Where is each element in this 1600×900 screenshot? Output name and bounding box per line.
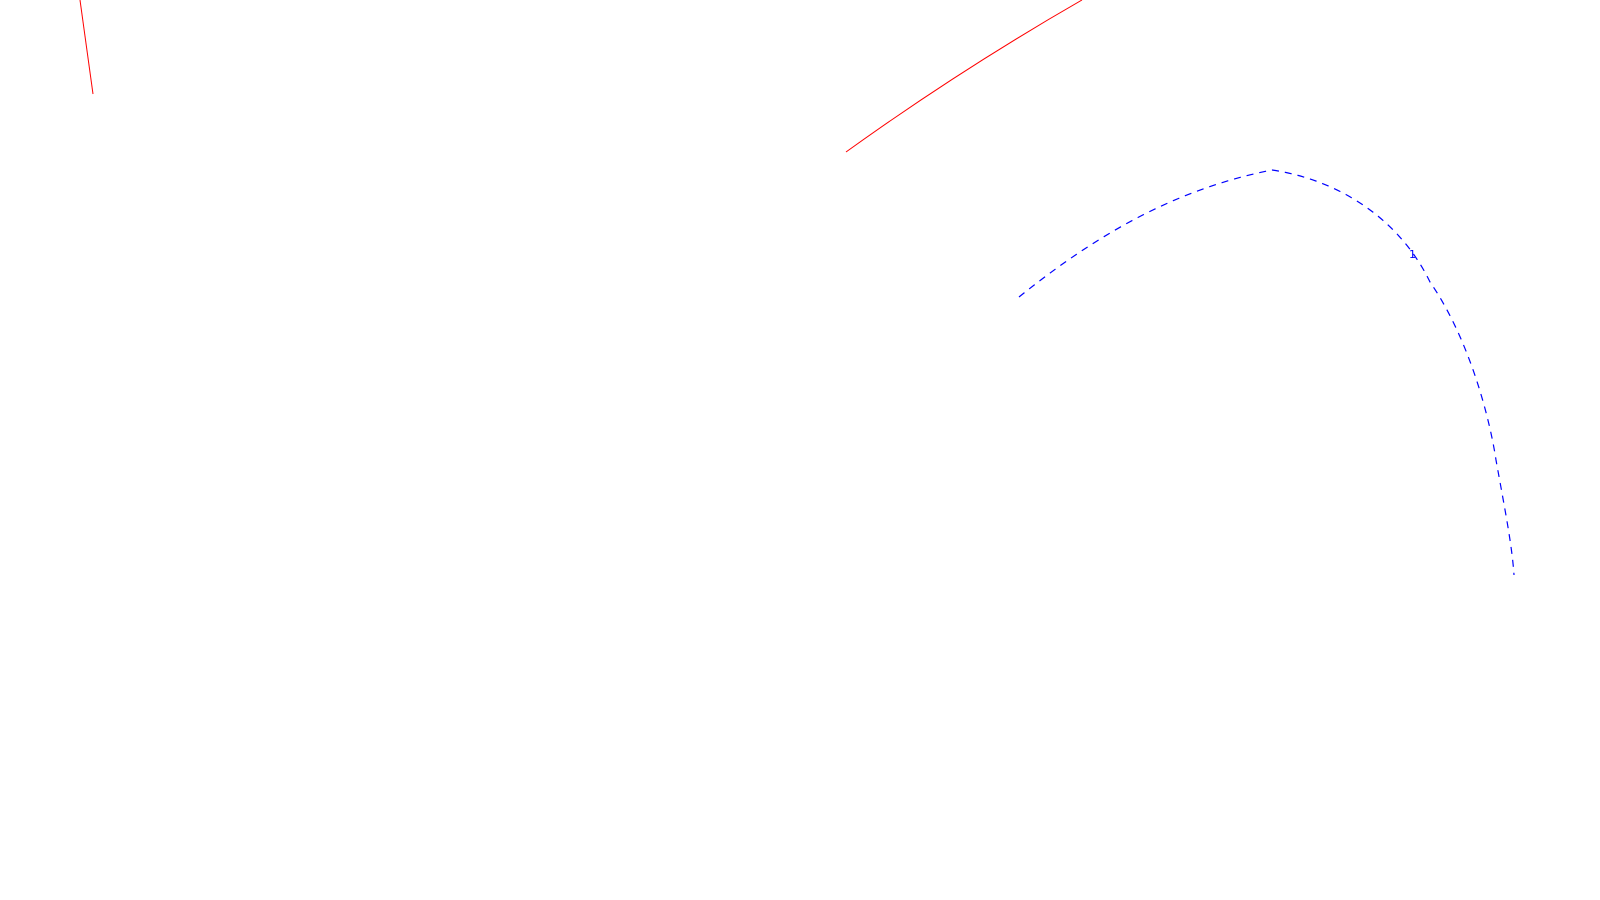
red-curve-left	[79, 0, 94, 95]
red-curve-top	[845, 0, 1083, 153]
blue-curve-arc	[1018, 169, 1515, 576]
blue-curve-label: 1	[1409, 248, 1416, 261]
